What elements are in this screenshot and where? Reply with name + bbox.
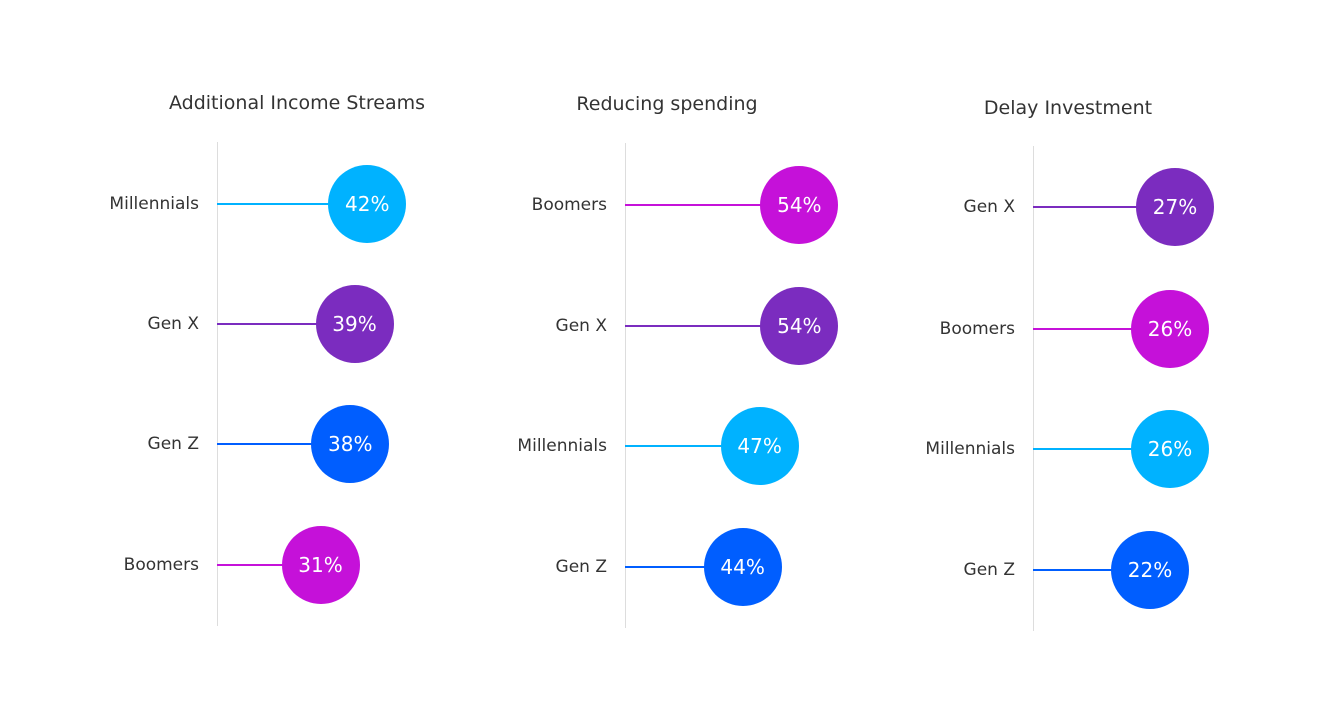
category-label: Boomers — [531, 195, 607, 215]
dot-stem — [625, 325, 800, 327]
panel-title: Delay Investment — [983, 97, 1153, 119]
value-label: 42% — [345, 192, 390, 216]
value-label: 44% — [720, 555, 765, 579]
dot-stem — [217, 323, 355, 325]
value-dot: 42% — [328, 165, 407, 243]
value-dot: 27% — [1136, 168, 1214, 246]
dot-stem — [625, 204, 800, 206]
category-label: Gen X — [963, 197, 1015, 217]
dot-stem — [217, 564, 321, 566]
dot-stem — [1033, 328, 1170, 330]
axis-line — [217, 142, 218, 626]
category-label: Gen X — [147, 314, 199, 334]
value-dot: 54% — [760, 287, 839, 365]
value-dot: 26% — [1131, 290, 1209, 368]
value-dot: 54% — [760, 166, 839, 244]
dot-stem — [625, 445, 760, 447]
category-label: Boomers — [123, 555, 199, 575]
dot-stem — [217, 443, 351, 445]
value-label: 54% — [777, 193, 822, 217]
dot-stem — [1033, 569, 1150, 571]
value-label: 38% — [328, 432, 373, 456]
value-label: 26% — [1147, 317, 1193, 341]
category-label: Gen Z — [555, 557, 607, 577]
value-label: 39% — [332, 312, 377, 336]
category-label: Millennials — [109, 194, 199, 214]
value-label: 47% — [737, 434, 782, 458]
category-label: Gen Z — [147, 434, 199, 454]
value-dot: 39% — [315, 285, 394, 363]
value-label: 22% — [1127, 558, 1173, 582]
axis-line — [625, 143, 626, 628]
value-label: 54% — [777, 314, 822, 338]
category-label: Boomers — [939, 319, 1015, 339]
category-label: Millennials — [925, 439, 1015, 459]
value-label: 27% — [1152, 195, 1198, 219]
value-dot: 26% — [1131, 410, 1209, 488]
dot-stem — [1033, 206, 1175, 208]
value-label: 31% — [298, 553, 343, 577]
category-label: Millennials — [517, 436, 607, 456]
value-dot: 22% — [1111, 531, 1189, 609]
axis-line — [1033, 146, 1034, 631]
category-label: Gen X — [555, 316, 607, 336]
value-label: 26% — [1147, 437, 1193, 461]
dot-stem — [217, 203, 368, 205]
value-dot: 44% — [703, 528, 782, 606]
panel-title: Reducing spending — [576, 93, 758, 115]
dot-stem — [1033, 448, 1170, 450]
value-dot: 38% — [311, 405, 390, 483]
value-dot: 31% — [281, 526, 360, 604]
value-dot: 47% — [720, 407, 799, 485]
panel-title: Additional Income Streams — [168, 92, 426, 114]
dot-stem — [625, 566, 743, 568]
category-label: Gen Z — [963, 560, 1015, 580]
